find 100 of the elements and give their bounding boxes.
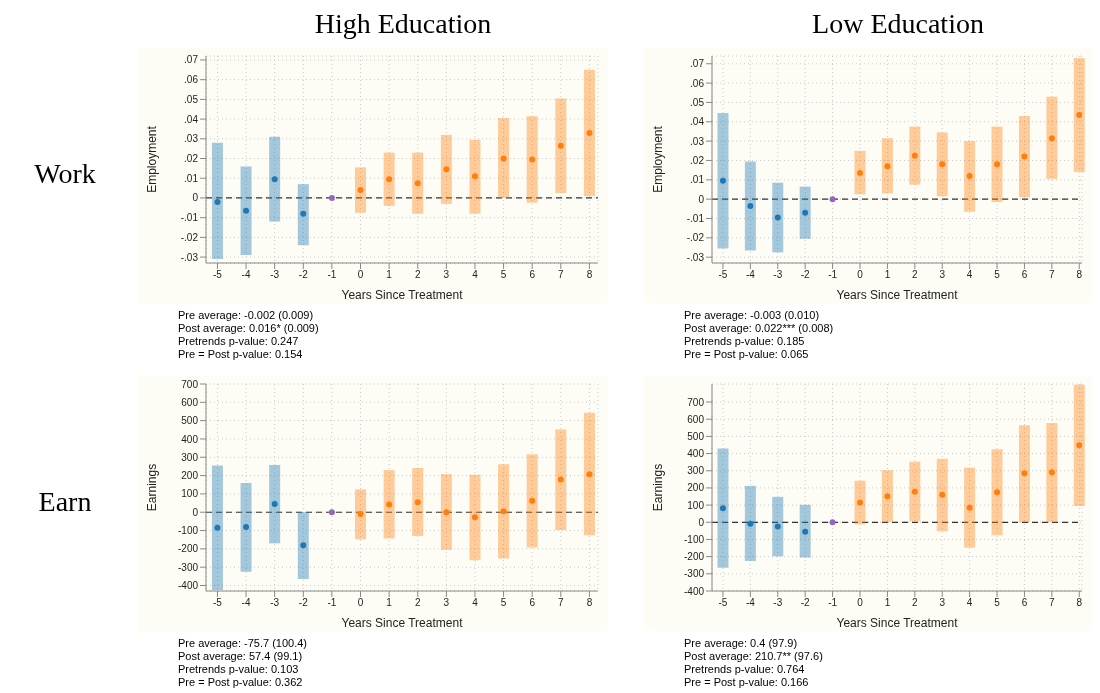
text: Post average: 210.7** (97.6) (684, 650, 824, 663)
x-tick-label: 3 (443, 597, 450, 609)
x-tick-label: 5 (500, 597, 507, 609)
y-tick-label: 600 (181, 396, 199, 408)
y-tick-label: -300 (683, 568, 705, 580)
y-tick-label: .02 (184, 153, 199, 165)
y-tick-label: 0 (192, 192, 199, 204)
y-tick-label: -100 (683, 534, 705, 546)
y-tick-label: .05 (690, 96, 705, 108)
y-tick-label: 200 (687, 482, 705, 494)
x-axis-title: Years Since Treatment (341, 616, 464, 630)
x-tick-label: 8 (1076, 269, 1083, 281)
x-tick-label: 1 (884, 269, 891, 281)
text: Pre average: 0.4 (97.9) (684, 637, 799, 650)
text: Post average: 57.4 (99.1) (178, 650, 304, 663)
x-tick-label: -2 (800, 269, 811, 281)
y-tick-label: .06 (184, 74, 199, 86)
y-tick-label: 400 (181, 433, 199, 445)
x-tick-label: -2 (298, 597, 309, 609)
x-tick-label: 8 (1076, 597, 1083, 609)
y-tick-label: -.02 (180, 231, 199, 243)
y-tick-label: 200 (181, 470, 199, 482)
x-tick-label: -3 (270, 269, 280, 281)
x-tick-label: 1 (386, 269, 393, 281)
y-tick-label: 100 (687, 499, 705, 511)
y-tick-label: 500 (181, 415, 199, 427)
x-tick-label: 6 (529, 597, 536, 609)
x-tick-label: -1 (327, 269, 337, 281)
x-tick-label: 2 (414, 269, 421, 281)
y-axis-title: Employment (651, 125, 666, 193)
x-tick-label: 2 (414, 597, 421, 609)
x-tick-label: 7 (558, 597, 565, 609)
text: Pre = Post p-value: 0.166 (684, 676, 810, 689)
x-tick-label: -4 (745, 597, 756, 609)
x-tick-label: 7 (1049, 597, 1056, 609)
text: Pretrends p-value: 0.103 (178, 663, 300, 676)
y-tick-label: .07 (690, 58, 705, 70)
text: Pre = Post p-value: 0.362 (178, 676, 304, 689)
y-tick-label: -.01 (686, 213, 705, 225)
x-tick-label: 0 (857, 269, 864, 281)
y-axis-title: Earnings (651, 463, 666, 512)
y-tick-label: -.01 (180, 212, 199, 224)
y-tick-label: -400 (683, 585, 705, 597)
text: Pretrends p-value: 0.185 (684, 335, 806, 348)
y-tick-label: -.03 (686, 251, 705, 263)
text: Pretrends p-value: 0.764 (684, 663, 806, 676)
x-tick-label: 5 (500, 269, 507, 281)
text: Earn (37, 486, 93, 518)
y-tick-label: 300 (181, 451, 199, 463)
y-tick-label: -200 (177, 543, 199, 555)
x-tick-label: 6 (1021, 597, 1028, 609)
text: Pre average: -75.7 (100.4) (178, 637, 309, 650)
x-tick-label: 5 (994, 597, 1001, 609)
y-tick-label: .07 (184, 54, 199, 66)
x-tick-label: 0 (357, 597, 364, 609)
x-tick-label: 6 (1021, 269, 1028, 281)
y-tick-label: 0 (698, 516, 705, 528)
y-tick-label: .05 (184, 93, 199, 105)
x-axis-title: Years Since Treatment (836, 288, 959, 302)
x-tick-label: -1 (828, 597, 838, 609)
y-tick-label: -.03 (180, 251, 199, 263)
y-tick-label: -100 (177, 525, 199, 537)
x-tick-label: 1 (884, 597, 891, 609)
x-tick-label: 3 (939, 597, 946, 609)
y-tick-label: 0 (192, 506, 199, 518)
text: Pre = Post p-value: 0.154 (178, 348, 304, 361)
y-tick-label: -.02 (686, 232, 705, 244)
x-tick-label: 0 (857, 597, 864, 609)
text: Pre = Post p-value: 0.065 (684, 348, 810, 361)
y-tick-label: -400 (177, 580, 199, 592)
x-tick-label: 7 (558, 269, 565, 281)
y-tick-label: 700 (181, 378, 199, 390)
x-tick-label: -4 (241, 269, 251, 281)
y-tick-label: .02 (690, 155, 705, 167)
text: Post average: 0.016* (0.009) (178, 322, 320, 335)
text: Pre average: -0.003 (0.010) (684, 309, 821, 322)
y-tick-label: 400 (687, 448, 705, 460)
x-tick-label: 8 (586, 597, 593, 609)
x-tick-label: -3 (270, 597, 280, 609)
x-tick-label: -3 (773, 269, 783, 281)
y-tick-label: -300 (177, 561, 199, 573)
x-tick-label: -4 (241, 597, 251, 609)
text: Pre average: -0.002 (0.009) (178, 309, 315, 322)
x-tick-label: 2 (912, 269, 919, 281)
x-tick-label: -1 (828, 269, 838, 281)
chart-title: Low Education (811, 8, 985, 41)
x-tick-label: 7 (1049, 269, 1056, 281)
y-axis-title: Earnings (145, 463, 160, 512)
y-tick-label: .01 (184, 172, 199, 184)
text: Work (33, 158, 97, 190)
x-tick-label: 3 (939, 269, 946, 281)
x-tick-label: -5 (212, 269, 223, 281)
y-tick-label: .06 (690, 77, 705, 89)
y-tick-label: .03 (690, 135, 705, 147)
y-tick-label: .04 (690, 116, 705, 128)
x-tick-label: 3 (443, 269, 450, 281)
x-tick-label: -5 (212, 597, 223, 609)
x-axis-title: Years Since Treatment (836, 616, 959, 630)
y-axis-title: Employment (145, 125, 160, 193)
y-tick-label: 500 (687, 430, 705, 442)
